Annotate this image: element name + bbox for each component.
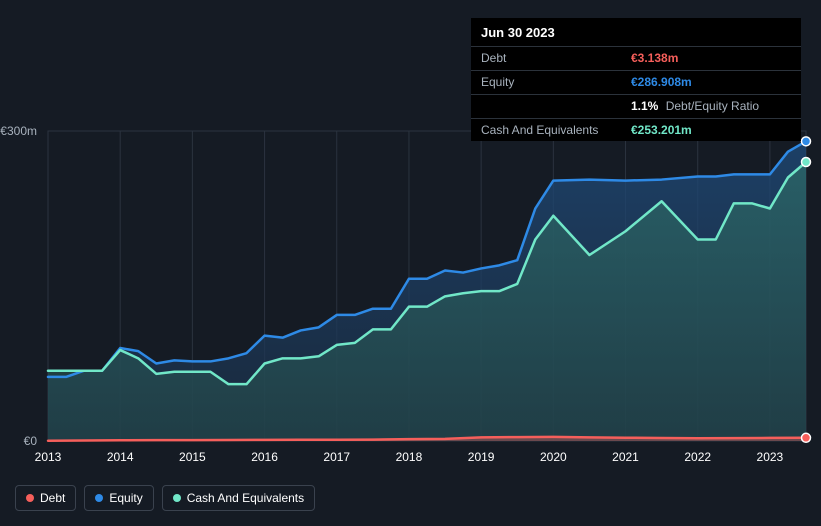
legend-item-debt[interactable]: Debt <box>15 485 76 511</box>
y-axis-tick: €0 <box>0 434 37 448</box>
legend-dot-icon <box>173 494 181 502</box>
tooltip-date: Jun 30 2023 <box>471 24 801 46</box>
chart-plot-area[interactable] <box>48 131 806 441</box>
legend-item-equity[interactable]: Equity <box>84 485 153 511</box>
legend-dot-icon <box>26 494 34 502</box>
tooltip-row-value: €286.908m <box>631 74 692 91</box>
x-axis-tick: 2019 <box>456 450 506 464</box>
tooltip-row-label: Debt <box>481 50 631 67</box>
tooltip-row-value: 1.1% Debt/Equity Ratio <box>631 98 759 115</box>
x-axis-labels: 2013201420152016201720182019202020212022… <box>48 450 806 470</box>
x-axis-tick: 2022 <box>673 450 723 464</box>
legend-item-label: Equity <box>109 491 142 505</box>
tooltip-row: Equity€286.908m <box>471 70 801 94</box>
x-axis-tick: 2016 <box>240 450 290 464</box>
x-axis-tick: 2014 <box>95 450 145 464</box>
tooltip-row-label: Cash And Equivalents <box>481 122 631 139</box>
x-axis-tick: 2021 <box>601 450 651 464</box>
chart-legend: Debt Equity Cash And Equivalents <box>15 485 315 511</box>
tooltip-row-value: €3.138m <box>631 50 678 67</box>
tooltip-row-value: €253.201m <box>631 122 692 139</box>
legend-item-label: Debt <box>40 491 65 505</box>
y-axis-tick: €300m <box>0 124 37 138</box>
tooltip-row: 1.1% Debt/Equity Ratio <box>471 94 801 118</box>
x-axis-tick: 2018 <box>384 450 434 464</box>
legend-item-cash-and-equivalents[interactable]: Cash And Equivalents <box>162 485 315 511</box>
x-axis-tick: 2020 <box>528 450 578 464</box>
tooltip-row-label <box>481 98 631 115</box>
x-axis-tick: 2013 <box>23 450 73 464</box>
debt-equity-chart: €0 €300m 2013 2014 2015 2016 2017 2018 2019 2020… <box>0 0 821 526</box>
tooltip-row: Cash And Equivalents€253.201m <box>471 118 801 142</box>
tooltip-row: Debt€3.138m <box>471 46 801 70</box>
x-axis-tick: 2015 <box>167 450 217 464</box>
x-axis-tick: 2017 <box>312 450 362 464</box>
tooltip-row-suffix: Debt/Equity Ratio <box>662 99 759 113</box>
chart-tooltip: Jun 30 2023 Debt€3.138mEquity€286.908m1.… <box>471 18 801 141</box>
tooltip-row-label: Equity <box>481 74 631 91</box>
legend-dot-icon <box>95 494 103 502</box>
x-axis-tick: 2023 <box>745 450 795 464</box>
legend-item-label: Cash And Equivalents <box>187 491 304 505</box>
